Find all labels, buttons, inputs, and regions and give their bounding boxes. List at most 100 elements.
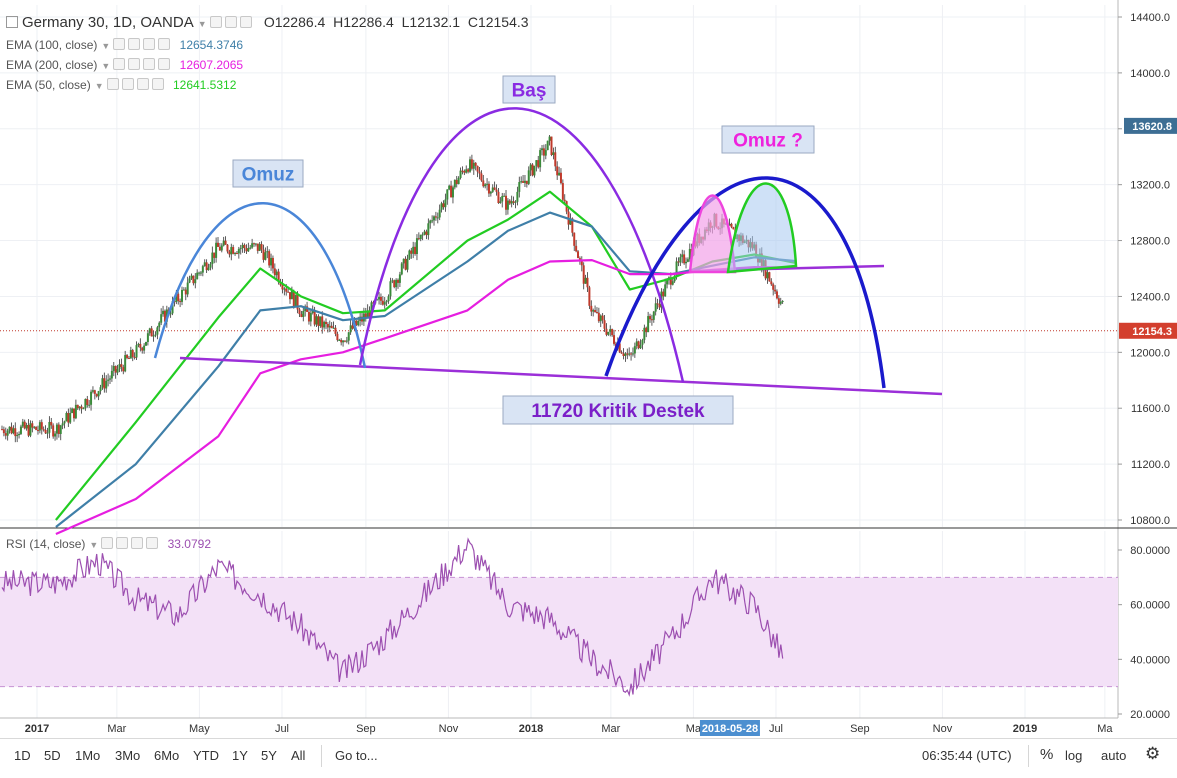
- candle-body: [482, 180, 485, 187]
- close-icon[interactable]: [146, 537, 159, 549]
- range-button-1y[interactable]: 1Y: [232, 748, 248, 763]
- candle-body: [84, 398, 87, 409]
- candle-body: [772, 284, 775, 290]
- candle-body: [93, 390, 96, 394]
- eye-icon[interactable]: [101, 537, 114, 549]
- candle-body: [770, 281, 773, 285]
- settings-icon[interactable]: [128, 38, 141, 50]
- more-icon[interactable]: [239, 16, 252, 28]
- log-toggle[interactable]: log: [1065, 748, 1083, 763]
- close-icon[interactable]: [158, 58, 171, 70]
- range-button-ytd[interactable]: YTD: [193, 748, 219, 763]
- goto-button[interactable]: Go to...: [335, 748, 378, 763]
- time-tick-label: Ma: [1097, 723, 1113, 735]
- candle-body: [241, 244, 244, 249]
- settings-icon[interactable]: [116, 537, 129, 549]
- settings-icon[interactable]: [224, 16, 237, 28]
- candle-body: [192, 275, 195, 284]
- ema200-legend[interactable]: EMA (200, close) ▼ 12607.2065: [6, 58, 243, 72]
- candle-body: [622, 353, 625, 356]
- candle-body: [97, 391, 100, 397]
- candle-body: [442, 203, 445, 208]
- rsi-legend[interactable]: RSI (14, close) ▼ 33.0792: [6, 537, 211, 551]
- candle-body: [503, 195, 506, 197]
- eye-icon[interactable]: [106, 78, 119, 90]
- percent-toggle[interactable]: %: [1040, 746, 1054, 763]
- add-icon[interactable]: [131, 537, 144, 549]
- candle-body: [256, 243, 259, 251]
- candle-body: [732, 227, 735, 230]
- eye-icon[interactable]: [113, 38, 126, 50]
- candle-body: [541, 148, 544, 151]
- candle-body: [470, 159, 473, 169]
- chevron-down-icon[interactable]: ▼: [94, 81, 104, 91]
- candle-body: [137, 343, 140, 346]
- candle-body: [23, 421, 26, 429]
- auto-toggle[interactable]: auto: [1101, 748, 1127, 763]
- candle-body: [86, 398, 89, 406]
- candle-body: [501, 196, 504, 202]
- chevron-down-icon[interactable]: ▼: [197, 19, 207, 29]
- candle-body: [262, 249, 265, 260]
- price-tick-label: 12400.0: [1130, 291, 1170, 303]
- candle-body: [777, 298, 780, 304]
- candle-body: [190, 275, 193, 279]
- chevron-down-icon[interactable]: ▼: [101, 41, 111, 51]
- settings-icon[interactable]: [128, 58, 141, 70]
- close-icon[interactable]: [151, 78, 164, 90]
- symbol-collapse-icon[interactable]: [6, 16, 18, 28]
- candle-body: [594, 310, 597, 313]
- candle-body: [6, 430, 9, 436]
- add-icon[interactable]: [143, 58, 156, 70]
- range-button-3mo[interactable]: 3Mo: [115, 748, 141, 763]
- candle-body: [73, 408, 76, 419]
- candle-body: [105, 380, 108, 389]
- candle-body: [186, 282, 189, 295]
- candle-body: [675, 261, 678, 276]
- range-button-5y[interactable]: 5Y: [261, 748, 277, 763]
- range-button-5d[interactable]: 5D: [44, 748, 61, 763]
- candle-body: [582, 265, 585, 284]
- gear-icon[interactable]: ⚙: [1145, 744, 1161, 763]
- eye-icon[interactable]: [113, 58, 126, 70]
- candle-body: [18, 433, 21, 436]
- candle-body: [307, 311, 310, 322]
- candle-body: [226, 244, 229, 252]
- eye-icon[interactable]: [209, 16, 222, 28]
- ema100-label: EMA (100, close): [6, 38, 98, 52]
- left-shoulder-arc: [153, 202, 367, 369]
- ema50-value: 12641.5312: [172, 78, 237, 92]
- add-icon[interactable]: [136, 78, 149, 90]
- ema100-legend[interactable]: EMA (100, close) ▼ 12654.3746: [6, 38, 243, 52]
- candle-body: [27, 424, 30, 436]
- time-tick-label: Nov: [439, 723, 459, 735]
- candle-body: [779, 301, 782, 304]
- candle-body: [277, 271, 280, 283]
- add-icon[interactable]: [143, 38, 156, 50]
- candle-body: [649, 316, 652, 320]
- candle-body: [685, 261, 688, 264]
- candle-body: [294, 294, 297, 307]
- price-tag-highlight-label: 13620.8: [1132, 121, 1172, 133]
- candle-body: [109, 378, 112, 380]
- candle-body: [19, 426, 22, 434]
- ema50-legend[interactable]: EMA (50, close) ▼ 12641.5312: [6, 78, 236, 92]
- range-button-1mo[interactable]: 1Mo: [75, 748, 101, 763]
- close-icon[interactable]: [158, 38, 171, 50]
- candle-body: [592, 310, 595, 312]
- time-tick-label: Sep: [356, 723, 376, 735]
- range-button-1d[interactable]: 1D: [14, 748, 31, 763]
- settings-icon[interactable]: [121, 78, 134, 90]
- candle-body: [664, 284, 667, 297]
- candle-body: [402, 258, 405, 264]
- range-button-6mo[interactable]: 6Mo: [154, 748, 180, 763]
- candle-body: [544, 150, 547, 156]
- chevron-down-icon[interactable]: ▼: [101, 61, 111, 71]
- candle-body: [417, 238, 420, 240]
- cursor-date-tag: [699, 720, 760, 736]
- candle-body: [522, 181, 525, 183]
- range-button-all[interactable]: All: [291, 748, 306, 763]
- chevron-down-icon[interactable]: ▼: [89, 540, 99, 550]
